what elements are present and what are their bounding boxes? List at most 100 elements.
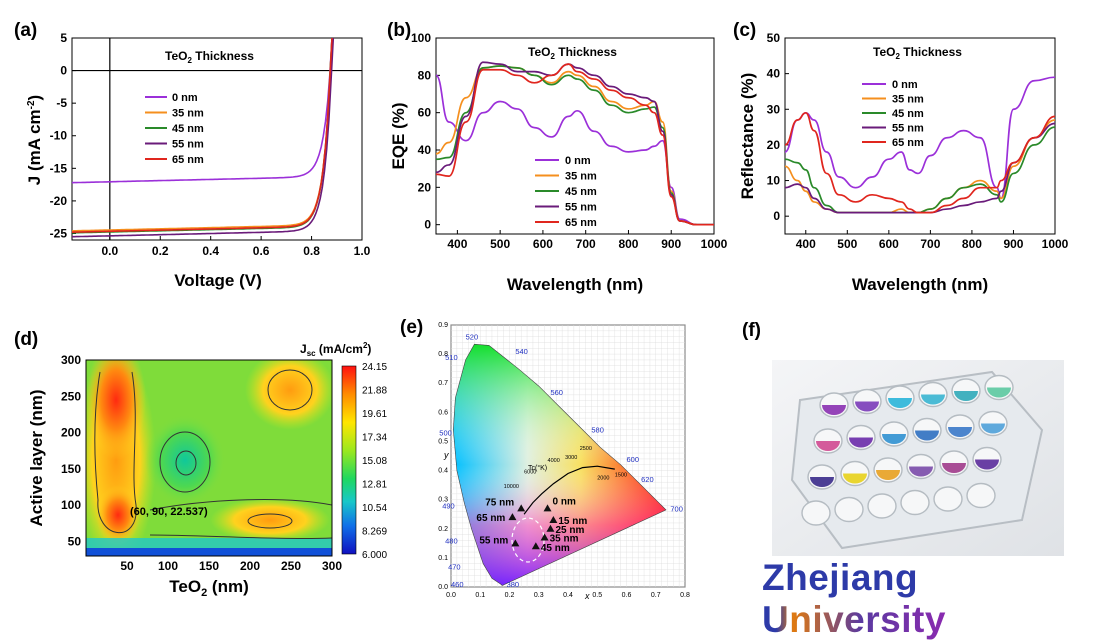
heatmap-ytick: 300 — [61, 353, 81, 367]
well-liquid — [876, 470, 900, 480]
well-liquid — [855, 401, 879, 412]
c-xtick: 600 — [879, 237, 899, 251]
b-xtick: 900 — [661, 237, 681, 251]
cie-xtick: 0.8 — [680, 592, 690, 599]
well — [966, 482, 996, 509]
c-xtick: 400 — [796, 237, 816, 251]
jv-ytick: -5 — [56, 96, 67, 110]
heatmap-xtick: 200 — [240, 559, 260, 573]
c-ytick: 30 — [767, 102, 781, 116]
c-series-4 — [784, 111, 1056, 214]
watermark-text: Zhejiang University — [762, 557, 946, 640]
heatmap-ytick: 250 — [61, 389, 81, 403]
well-liquid — [888, 398, 912, 408]
well-liquid — [942, 463, 966, 473]
jv-xtick: 0.0 — [101, 244, 118, 258]
refl-ylabel: Reflectance (%) — [738, 73, 757, 200]
b-legend-label: 45 nm — [565, 186, 597, 198]
c-xtick: 700 — [920, 237, 940, 251]
cie-ytick: 0.7 — [438, 380, 448, 387]
wavelength-label: 510 — [445, 353, 458, 362]
jv-ylabel: J (mA cm-2) — [25, 95, 44, 185]
well — [801, 500, 831, 526]
colorbar-tick: 21.88 — [362, 386, 387, 397]
wavelength-label: 470 — [448, 563, 461, 572]
c-ytick: 0 — [773, 209, 780, 223]
wavelength-label: 700 — [670, 504, 683, 513]
c-ytick: 50 — [767, 31, 781, 45]
cie-point — [508, 513, 517, 521]
heatmap-ylabel: Active layer (nm) — [27, 390, 46, 527]
colorbar-tick: 6.000 — [362, 550, 387, 561]
wavelength-label: 490 — [442, 501, 455, 510]
well-liquid — [810, 477, 834, 487]
well — [900, 489, 930, 516]
c-legend-label: 65 nm — [892, 137, 924, 149]
panel-label-a: (a) — [14, 20, 37, 41]
heatmap-xtick: 150 — [199, 559, 219, 573]
well-liquid — [849, 437, 873, 448]
c-xtick: 800 — [962, 237, 982, 251]
jv-legend-label: 45 nm — [172, 123, 204, 135]
jv-xlabel: Voltage (V) — [174, 271, 262, 290]
well-liquid — [987, 387, 1011, 398]
cie-xlabel: x — [584, 591, 590, 601]
b-xtick: 700 — [576, 237, 596, 251]
cct-value: 10000 — [504, 484, 519, 490]
b-xtick: 500 — [490, 237, 510, 251]
c-legend-label: 35 nm — [892, 94, 924, 106]
colorbar-tick: 24.15 — [362, 362, 387, 373]
colorbar-tick: 12.81 — [362, 480, 387, 491]
panel-label-e: (e) — [400, 317, 423, 338]
photo-well-plate — [772, 360, 1064, 556]
c-legend-label: 45 nm — [892, 108, 924, 120]
c-ytick: 10 — [767, 174, 781, 188]
jv-series-3 — [72, 37, 335, 238]
cie-xtick: 0.7 — [651, 592, 661, 599]
cie-xtick: 0.4 — [563, 592, 573, 599]
panel-label-f: (f) — [742, 320, 761, 341]
well — [867, 493, 897, 519]
heatmap-xtick: 300 — [322, 559, 342, 573]
jv-xtick: 0.6 — [253, 244, 270, 258]
cie-point — [543, 504, 552, 512]
panel-label-d: (d) — [14, 329, 38, 350]
cie-point-label: 25 nm — [555, 525, 584, 536]
jv-plot-frame — [71, 37, 363, 241]
colorbar-tick: 10.54 — [362, 503, 387, 514]
jv-ytick: -25 — [50, 226, 68, 240]
cct-value: 2500 — [580, 446, 592, 452]
refl-xlabel: Wavelength (nm) — [852, 275, 988, 294]
b-ytick: 80 — [418, 68, 432, 82]
b-xtick: 600 — [533, 237, 553, 251]
well-liquid — [843, 473, 867, 484]
cie-point — [511, 539, 520, 547]
b-ytick: 60 — [418, 106, 432, 120]
wavelength-label: 460 — [451, 580, 464, 589]
jv-legend-label: 35 nm — [172, 108, 204, 120]
jv-xtick: 0.2 — [152, 244, 169, 258]
colorbar-tick: 15.08 — [362, 456, 387, 467]
b-xtick: 1000 — [701, 237, 728, 251]
cie-locus-overlay — [452, 343, 667, 586]
jv-xtick: 0.4 — [202, 244, 219, 258]
cie-point-label: 75 nm — [485, 497, 514, 508]
cie-ytick: 0.5 — [438, 438, 448, 445]
well-liquid — [816, 441, 840, 451]
b-xtick: 400 — [447, 237, 467, 251]
well-liquid — [954, 391, 978, 401]
cct-value: 3000 — [565, 455, 577, 461]
refl-title: TeO2 Thickness — [873, 45, 962, 61]
cie-point — [549, 516, 558, 524]
heatmap-ytick: 200 — [61, 426, 81, 440]
heatmap-ytick: 100 — [61, 498, 81, 512]
well — [933, 486, 963, 512]
panel-label-c: (c) — [733, 20, 756, 41]
cie-ytick: 0.6 — [438, 409, 448, 416]
b-legend-label: 65 nm — [565, 217, 597, 229]
b-ytick: 40 — [418, 143, 432, 157]
cie-point-label: 35 nm — [550, 534, 579, 545]
b-xtick: 800 — [618, 237, 638, 251]
cie-point-label: 65 nm — [476, 513, 505, 524]
